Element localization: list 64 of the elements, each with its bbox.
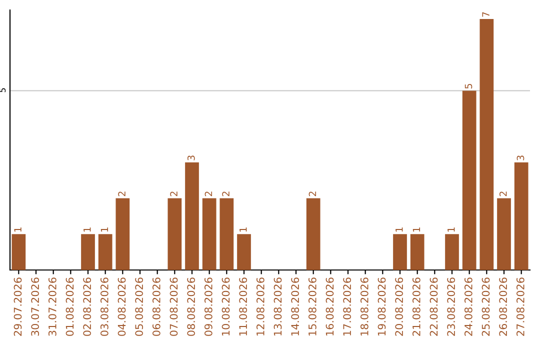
bar bbox=[237, 234, 251, 270]
data-label: 1 bbox=[412, 227, 420, 232]
x-tick-label: 05.08.2026 bbox=[135, 278, 144, 336]
x-tick-label: 09.08.2026 bbox=[204, 278, 212, 336]
bar bbox=[220, 198, 234, 270]
x-tick-label: 12.08.2026 bbox=[256, 278, 264, 336]
x-tick-label: 10.08.2026 bbox=[222, 278, 230, 336]
bar bbox=[185, 162, 199, 270]
data-label: 5 bbox=[464, 84, 472, 89]
x-tick-label: 19.08.2026 bbox=[378, 278, 386, 336]
bar bbox=[306, 198, 320, 270]
x-tick-label: 24.08.2026 bbox=[464, 278, 472, 336]
data-label: 3 bbox=[516, 156, 524, 160]
x-tick-label: 25.08.2026 bbox=[482, 278, 490, 336]
data-label: 1 bbox=[14, 227, 22, 232]
x-tick-label: 14.08.2026 bbox=[291, 278, 300, 336]
x-tick-label: 17.08.2026 bbox=[343, 278, 352, 336]
data-label: 1 bbox=[100, 227, 108, 232]
data-label: 1 bbox=[396, 227, 403, 232]
x-tick-label: 06.08.2026 bbox=[152, 278, 160, 336]
x-tick-label: 20.08.2026 bbox=[395, 278, 404, 336]
x-tick-label: 21.08.2026 bbox=[412, 278, 420, 336]
x-tick-label: 08.08.2026 bbox=[187, 278, 196, 336]
x-tick-label: 26.08.2026 bbox=[499, 278, 508, 336]
data-label: 1 bbox=[448, 227, 455, 232]
bar bbox=[497, 198, 511, 270]
bar bbox=[116, 198, 130, 270]
x-tick-label: 29.07.2026 bbox=[14, 278, 22, 336]
x-tick-label: 18.08.2026 bbox=[360, 278, 368, 336]
x-tick-label: 11.08.2026 bbox=[239, 278, 248, 336]
data-label: 1 bbox=[84, 227, 91, 232]
x-tick-label: 23.08.2026 bbox=[447, 278, 456, 336]
x-tick-label: 07.08.2026 bbox=[170, 278, 178, 336]
data-label: 1 bbox=[240, 227, 247, 232]
data-label: 2 bbox=[170, 192, 178, 196]
data-label: 2 bbox=[499, 192, 507, 196]
bar bbox=[514, 162, 528, 270]
bar bbox=[462, 90, 476, 270]
data-label: 2 bbox=[308, 192, 316, 196]
bar bbox=[81, 234, 95, 270]
data-label: 2 bbox=[118, 192, 126, 196]
x-tick-label: 04.08.2026 bbox=[118, 278, 126, 336]
bar bbox=[12, 234, 26, 270]
data-label: 7 bbox=[482, 12, 490, 17]
x-tick-label: 30.07.2026 bbox=[31, 278, 40, 336]
bar bbox=[202, 198, 216, 270]
bar bbox=[98, 234, 112, 270]
x-tick-label: 16.08.2026 bbox=[326, 278, 334, 336]
bar bbox=[480, 18, 494, 270]
data-label: 3 bbox=[187, 156, 195, 160]
bar bbox=[410, 234, 424, 270]
bar bbox=[393, 234, 407, 270]
x-tick-label: 22.08.2026 bbox=[430, 278, 438, 336]
x-tick-label: 03.08.2026 bbox=[100, 278, 108, 336]
bar bbox=[168, 198, 182, 270]
x-tick-label: 02.08.2026 bbox=[83, 278, 92, 336]
x-tick-label: 13.08.2026 bbox=[274, 278, 282, 336]
x-tick-label: 27.08.2026 bbox=[516, 278, 524, 336]
x-tick-label: 15.08.2026 bbox=[308, 278, 316, 336]
data-label: 2 bbox=[222, 192, 230, 196]
x-tick-label: 31.07.2026 bbox=[48, 278, 56, 336]
data-label: 2 bbox=[204, 192, 212, 196]
x-tick-label: 01.08.2026 bbox=[66, 278, 74, 336]
bar bbox=[445, 234, 459, 270]
